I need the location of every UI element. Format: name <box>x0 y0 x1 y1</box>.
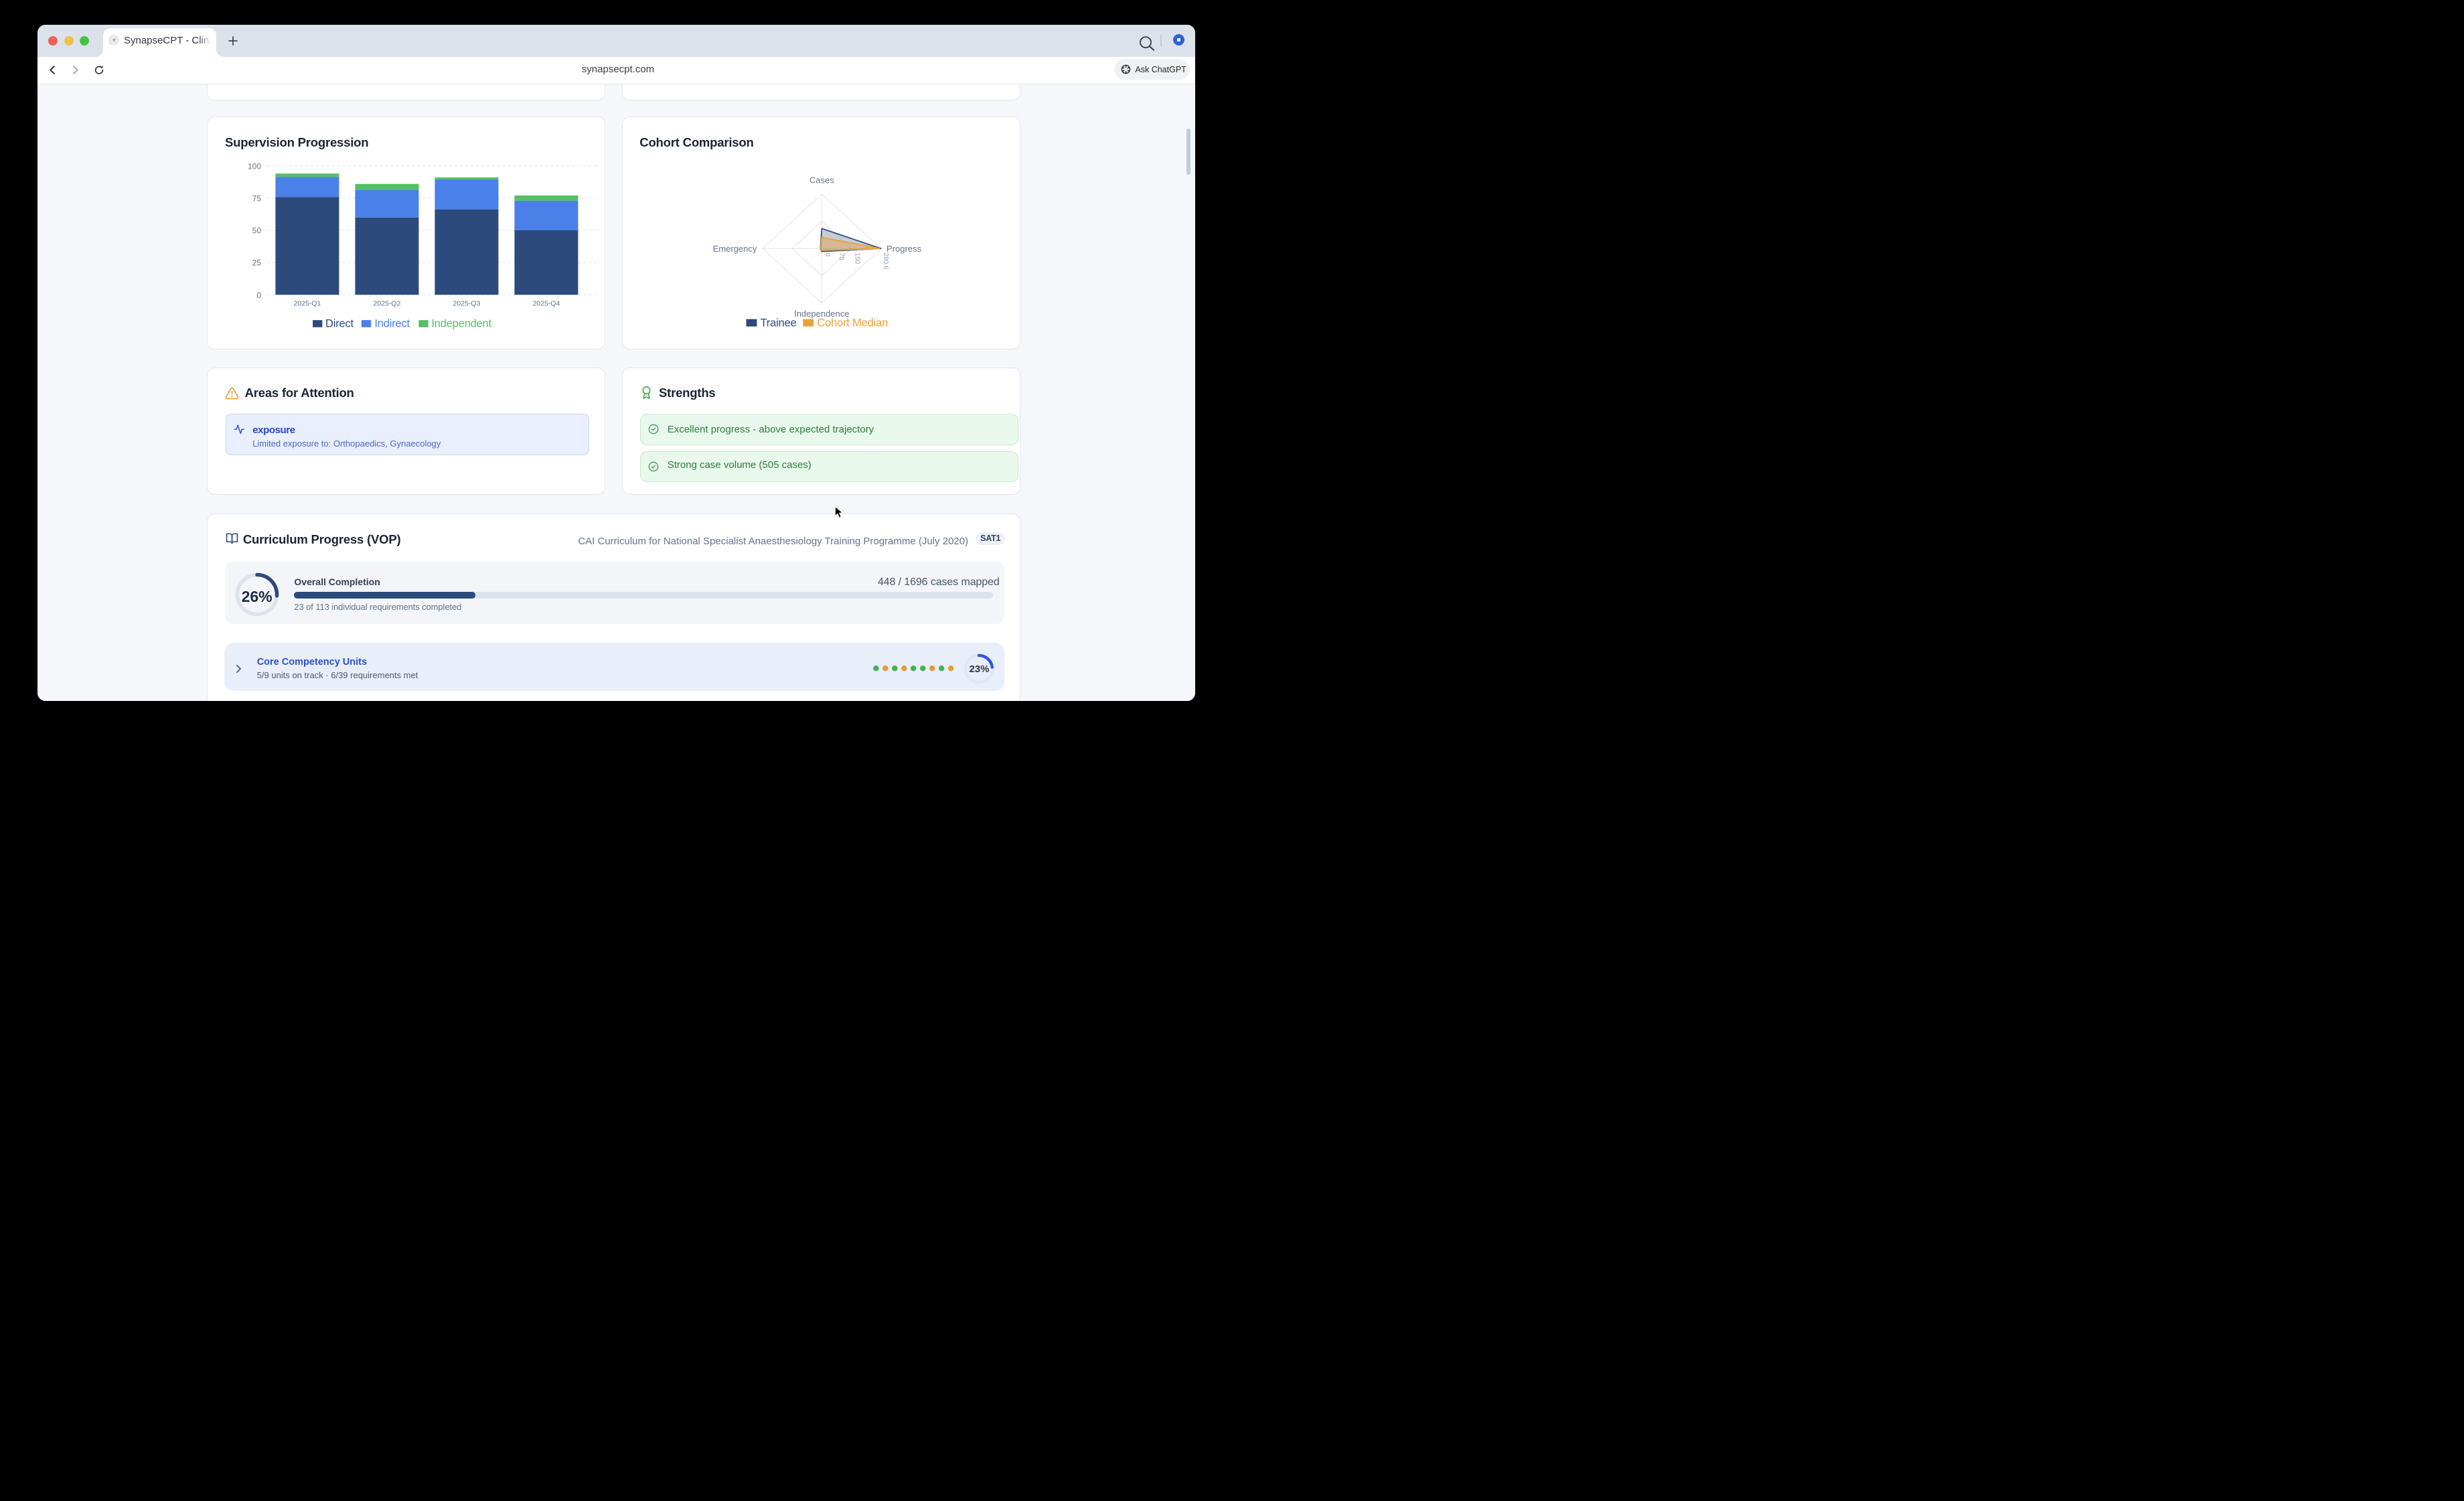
svg-text:2025-Q1: 2025-Q1 <box>294 300 321 308</box>
svg-text:Direct: Direct <box>325 318 354 330</box>
svg-text:0: 0 <box>824 253 831 257</box>
svg-text:150: 150 <box>854 253 861 264</box>
svg-text:75: 75 <box>838 253 845 261</box>
svg-text:Independence: Independence <box>794 309 849 319</box>
svg-text:Trainee: Trainee <box>761 317 797 329</box>
svg-text:50: 50 <box>252 226 262 236</box>
svg-text:2025-Q2: 2025-Q2 <box>374 300 401 308</box>
svg-text:Progress: Progress <box>887 244 922 254</box>
svg-text:Indirect: Indirect <box>375 318 410 330</box>
svg-text:280.6: 280.6 <box>882 253 889 270</box>
svg-text:0: 0 <box>257 291 262 300</box>
svg-text:Cohort Median: Cohort Median <box>818 317 889 329</box>
svg-text:75: 75 <box>252 193 262 203</box>
svg-text:2025-Q4: 2025-Q4 <box>533 300 560 308</box>
svg-text:100: 100 <box>248 161 261 171</box>
svg-text:Cases: Cases <box>810 175 834 185</box>
svg-text:Emergency: Emergency <box>713 244 757 254</box>
svg-text:Independent: Independent <box>432 318 492 330</box>
svg-text:2025-Q3: 2025-Q3 <box>453 300 481 308</box>
svg-text:25: 25 <box>252 258 262 268</box>
